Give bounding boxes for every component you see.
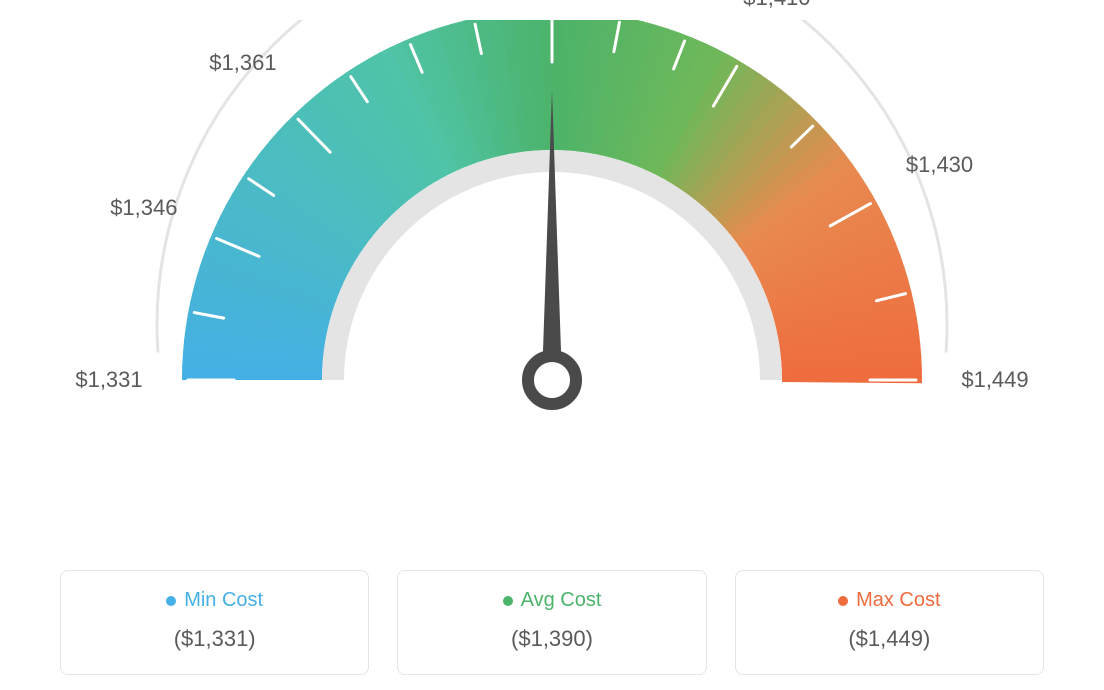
legend-card-min: Min Cost ($1,331) <box>60 570 369 675</box>
legend-row: Min Cost ($1,331) Avg Cost ($1,390) Max … <box>20 570 1084 675</box>
legend-value-min: ($1,331) <box>81 626 348 652</box>
legend-value-avg: ($1,390) <box>418 626 685 652</box>
legend-title-max: Max Cost <box>838 589 940 612</box>
legend-title-avg: Avg Cost <box>503 589 602 612</box>
legend-label: Max Cost <box>856 589 940 612</box>
dot-icon <box>503 596 513 606</box>
gauge-tick-label: $1,331 <box>75 367 142 393</box>
legend-card-avg: Avg Cost ($1,390) <box>397 570 706 675</box>
legend-title-min: Min Cost <box>166 589 263 612</box>
dot-icon <box>166 596 176 606</box>
legend-label: Avg Cost <box>521 589 602 612</box>
legend-card-max: Max Cost ($1,449) <box>735 570 1044 675</box>
gauge-svg <box>20 20 1084 560</box>
legend-value-max: ($1,449) <box>756 626 1023 652</box>
gauge-tick-label: $1,361 <box>209 50 276 76</box>
legend-label: Min Cost <box>184 589 263 612</box>
cost-gauge: $1,331$1,346$1,361$1,390$1,410$1,430$1,4… <box>20 20 1084 560</box>
gauge-tick-label: $1,410 <box>743 0 810 11</box>
dot-icon <box>838 596 848 606</box>
gauge-tick-label: $1,449 <box>961 367 1028 393</box>
gauge-tick-label: $1,430 <box>906 152 973 178</box>
gauge-tick-label: $1,346 <box>110 195 177 221</box>
